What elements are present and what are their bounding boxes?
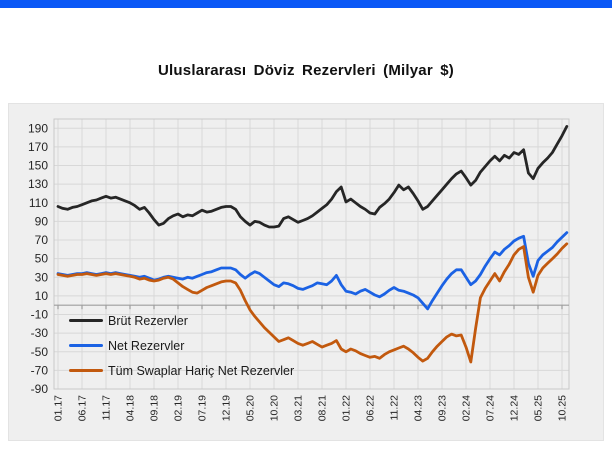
legend-label: Tüm Swaplar Hariç Net Rezervler	[108, 363, 295, 378]
svg-text:02.19: 02.19	[173, 395, 185, 421]
grid-lines	[54, 119, 569, 390]
svg-text:04.18: 04.18	[125, 395, 137, 421]
series-line-0	[56, 125, 569, 229]
svg-text:-90: -90	[31, 382, 49, 396]
chart-panel: 190 170 150 130 110 90 70 50 30 10 -10 -30 -50 -70 -90…	[8, 103, 604, 441]
svg-text:150: 150	[28, 159, 48, 173]
svg-text:06.22: 06.22	[365, 395, 377, 421]
svg-text:11.17: 11.17	[101, 395, 113, 421]
chart-title: Uluslararası Döviz Rezervleri (Milyar $)	[158, 62, 454, 79]
y-axis-labels: 190 170 150 130 110 90 70 50 30 10 -10 -30 -50 -70 -90	[28, 121, 48, 396]
zero-axis-line	[54, 304, 569, 310]
svg-text:130: 130	[28, 177, 48, 191]
x-axis-labels: 01.17 06.17 11.17 04.18 09.18 02.19 07.19 12.19…	[53, 395, 569, 421]
svg-text:01.17: 01.17	[53, 395, 65, 421]
svg-text:-50: -50	[31, 345, 49, 359]
svg-text:-10: -10	[31, 308, 49, 322]
svg-text:01.22: 01.22	[341, 395, 353, 421]
svg-text:-30: -30	[31, 326, 49, 340]
svg-text:03.21: 03.21	[293, 395, 305, 421]
svg-text:04.23: 04.23	[413, 395, 425, 421]
svg-text:-70: -70	[31, 363, 49, 377]
svg-text:11.22: 11.22	[389, 395, 401, 421]
svg-text:10: 10	[35, 289, 49, 303]
svg-text:10.20: 10.20	[269, 395, 281, 421]
svg-text:170: 170	[28, 140, 48, 154]
plot-border	[53, 118, 570, 390]
series-line-2	[56, 242, 569, 364]
svg-text:06.17: 06.17	[77, 395, 89, 421]
svg-text:10.25: 10.25	[557, 395, 569, 421]
svg-text:50: 50	[35, 252, 49, 266]
svg-text:12.19: 12.19	[221, 395, 233, 421]
svg-text:190: 190	[28, 121, 48, 135]
svg-text:07.19: 07.19	[197, 395, 209, 421]
tum-swaplar-haric-net-rezervler-line-swatch	[69, 368, 103, 373]
legend-item-net-rezervler: Net Rezervler	[69, 333, 294, 358]
top-accent-bar	[0, 0, 612, 8]
legend-label: Brüt Rezervler	[108, 313, 188, 328]
chart-legend: Brüt Rezervler Net Rezervler Tüm Swaplar…	[69, 308, 294, 383]
legend-label: Net Rezervler	[108, 338, 185, 353]
svg-text:07.24: 07.24	[485, 395, 497, 421]
svg-text:09.18: 09.18	[149, 395, 161, 421]
svg-text:110: 110	[29, 196, 48, 210]
svg-text:30: 30	[35, 270, 49, 284]
reserves-line-chart: 190 170 150 130 110 90 70 50 30 10 -10 -30 -50 -70 -90…	[28, 118, 570, 421]
svg-text:05.20: 05.20	[245, 395, 257, 421]
series-line-1	[56, 231, 569, 311]
svg-text:02.24: 02.24	[461, 395, 473, 421]
legend-item-brut-rezervler: Brüt Rezervler	[69, 308, 294, 333]
svg-text:70: 70	[35, 233, 49, 247]
legend-item-tum-swaplar-haric-net-rezervler: Tüm Swaplar Hariç Net Rezervler	[69, 358, 294, 383]
brut-rezervler-line-swatch	[69, 318, 103, 323]
svg-text:90: 90	[35, 214, 49, 228]
svg-text:05.25: 05.25	[533, 395, 545, 421]
net-rezervler-line-swatch	[69, 343, 103, 348]
svg-text:09.23: 09.23	[437, 395, 449, 421]
svg-text:12.24: 12.24	[509, 395, 521, 421]
svg-text:08.21: 08.21	[317, 395, 329, 421]
